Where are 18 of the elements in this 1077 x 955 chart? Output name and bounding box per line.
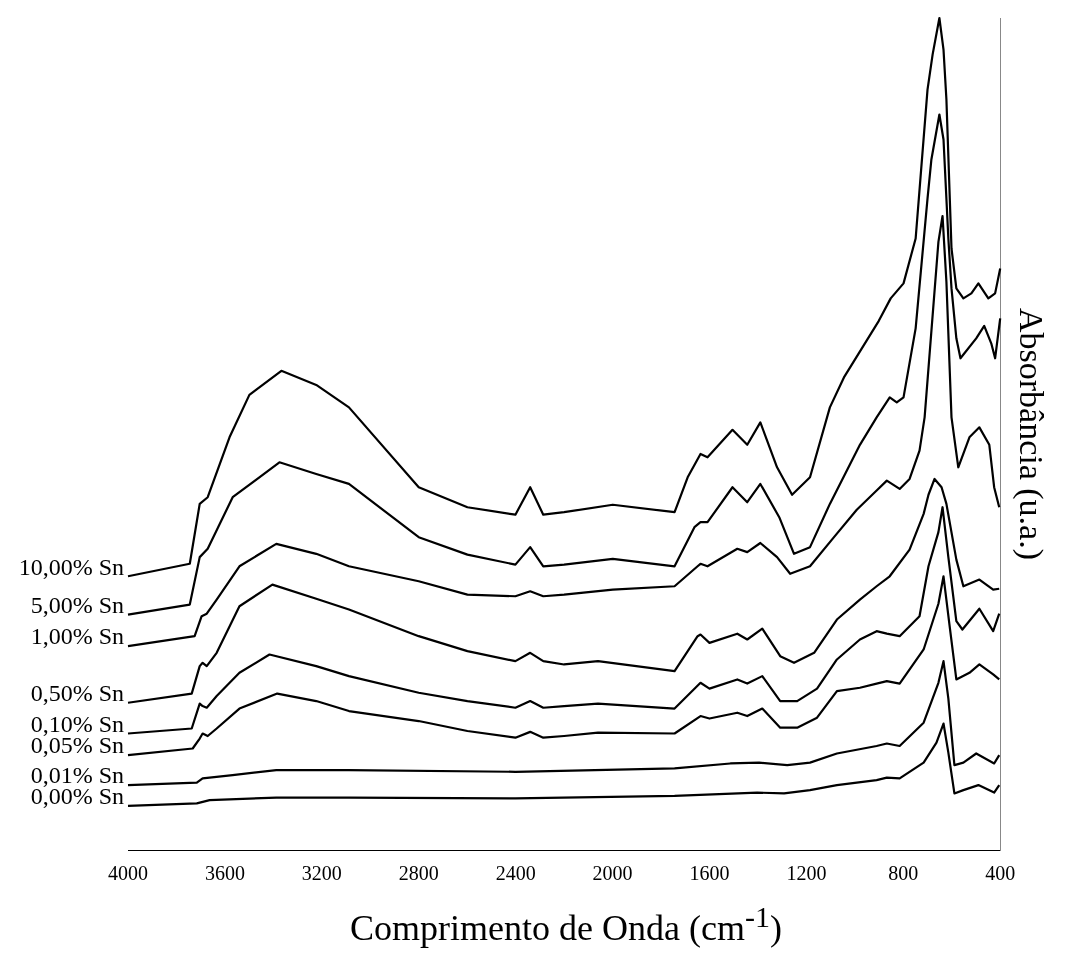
x-tick-label: 2800 [398,862,439,885]
x-tick-label: 800 [888,862,919,885]
y-axis-title: Absorbância (u.a.) [1011,307,1050,561]
x-tick-label: 1200 [786,862,827,885]
series-label: 10,00% Sn [18,553,124,580]
x-tick-label: 2000 [592,862,633,885]
x-tick-label: 3600 [204,862,245,885]
series-label: 5,00% Sn [30,591,124,618]
x-axis-title: Comprimento de Onda (cm$^{-1}$) [349,900,783,949]
x-tick-label: 3200 [301,862,342,885]
series-label: 0,01% Sn [30,762,124,789]
series-label: 1,00% Sn [30,623,124,650]
series-label: 0,50% Sn [30,680,124,707]
series-label: 0,10% Sn [30,710,124,737]
x-tick-label: 4000 [108,862,148,885]
x-tick-label: 400 [985,862,1016,885]
x-tick-label: 1600 [689,862,730,885]
x-tick-label: 2400 [495,862,536,885]
